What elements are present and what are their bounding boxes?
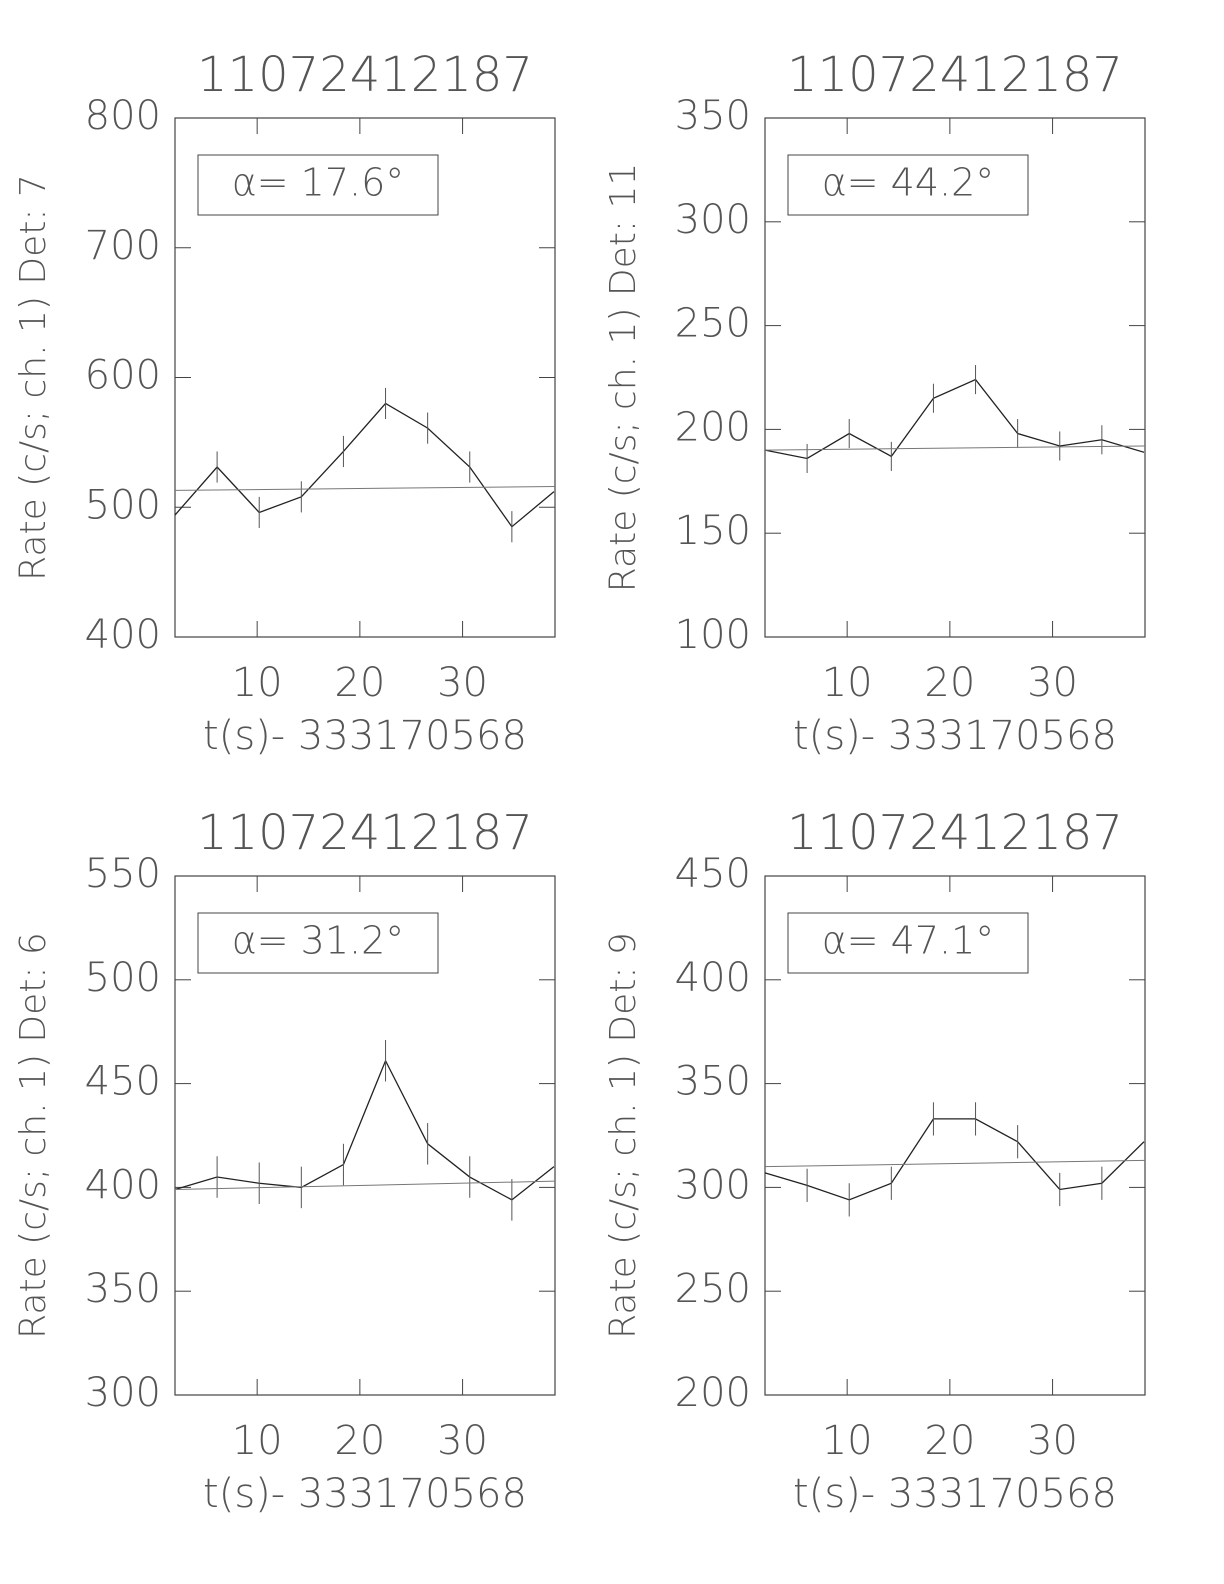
x-tick-label: 10 [822,1418,873,1464]
annotation-box [197,154,439,216]
data-line [764,378,1145,460]
x-axis-label: t(s)- 333170568 [793,713,1117,759]
x-axis-label: t(s)- 333170568 [203,713,527,759]
y-tick-label: 300 [675,197,751,243]
y-tick-label: 300 [675,1162,751,1208]
y-tick-label: 350 [85,1266,161,1312]
x-tick-label: 30 [1027,660,1078,706]
y-tick-label: 400 [85,1162,161,1208]
y-tick-label: 350 [675,93,751,139]
x-tick-label: 20 [924,660,975,706]
plot-frame [764,117,1146,638]
y-axis-label: Rate (c/s; ch. 1) Det: 9 [603,932,644,1339]
y-tick-label: 250 [675,301,751,347]
y-tick-label: 200 [675,404,751,450]
y-axis-label: Rate (c/s; ch. 1) Det: 11 [603,163,644,593]
x-tick-label: 20 [334,1418,385,1464]
fit-line [174,485,556,491]
y-tick-label: 550 [85,851,161,897]
x-axis-label: t(s)- 333170568 [203,1471,527,1517]
annotation: α= 31.2° [232,919,405,963]
x-tick-label: 10 [232,660,283,706]
y-tick-label: 350 [675,1059,751,1105]
y-tick-label: 300 [85,1370,161,1416]
x-tick-label: 30 [1027,1418,1078,1464]
x-tick-label: 20 [924,1418,975,1464]
y-tick-label: 450 [85,1059,161,1105]
y-tick-label: 250 [675,1266,751,1312]
annotation: α= 47.1° [822,919,995,963]
plot-frame [174,875,556,1396]
fit-line [174,1180,556,1190]
data-line [174,402,555,528]
y-tick-label: 500 [85,955,161,1001]
chart-title: 11072412187 [197,47,533,103]
x-tick-label: 10 [232,1418,283,1464]
chart-title: 11072412187 [197,805,533,861]
annotation-box [197,912,439,974]
y-tick-label: 500 [85,482,161,528]
fit-line [764,1159,1146,1168]
y-axis-label: Rate (c/s; ch. 1) Det: 7 [13,174,54,581]
chart-title: 11072412187 [787,47,1123,103]
annotation: α= 17.6° [232,161,405,205]
x-axis-label: t(s)- 333170568 [793,1471,1117,1517]
annotation-box [787,154,1029,216]
x-tick-label: 20 [334,660,385,706]
y-tick-label: 400 [675,955,751,1001]
y-tick-label: 800 [85,93,161,139]
y-tick-label: 450 [675,851,751,897]
annotation: α= 44.2° [822,161,995,205]
y-tick-label: 700 [85,223,161,269]
plot-frame [764,875,1146,1396]
data-line [764,1118,1145,1201]
x-tick-label: 30 [437,660,488,706]
chart-title: 11072412187 [787,805,1123,861]
fit-line [764,445,1146,451]
y-axis-label: Rate (c/s; ch. 1) Det: 6 [13,932,54,1339]
annotation-box [787,912,1029,974]
y-tick-label: 400 [85,612,161,658]
y-tick-label: 100 [675,612,751,658]
data-line [174,1059,555,1201]
x-tick-label: 30 [437,1418,488,1464]
x-tick-label: 10 [822,660,873,706]
y-tick-label: 200 [675,1370,751,1416]
y-tick-label: 150 [675,508,751,554]
y-tick-label: 600 [85,353,161,399]
